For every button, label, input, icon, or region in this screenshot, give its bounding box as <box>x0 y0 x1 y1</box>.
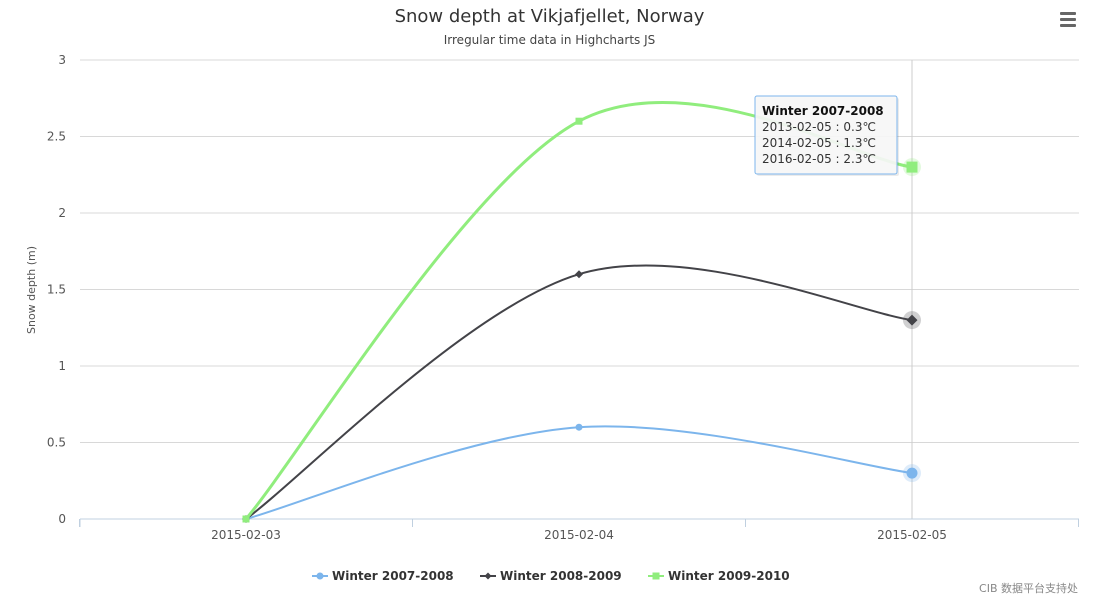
y-axis-title: Snow depth (m) <box>25 246 38 334</box>
legend: Winter 2007-2008 Winter 2008-2009 Winter 2… <box>312 569 790 583</box>
legend-symbol <box>484 572 492 580</box>
legend-item-1[interactable]: Winter 2007-2008 <box>312 569 454 583</box>
hamburger-menu-icon[interactable] <box>1060 11 1076 27</box>
tooltip: Winter 2007-2008 2013-02-05 : 0.3℃ 2014-02… <box>754 95 899 176</box>
x-tick-label: 2015-02-03 <box>211 528 281 542</box>
legend-symbol <box>652 572 660 580</box>
data-point <box>575 117 583 125</box>
series-1 <box>242 423 921 523</box>
tooltip-header: Winter 2007-2008 <box>762 104 884 118</box>
legend-item-3[interactable]: Winter 2009-2010 <box>648 569 790 583</box>
tooltip-line: 2016-02-05 : 2.3℃ <box>762 152 876 166</box>
data-point <box>906 314 918 326</box>
y-tick-label: 2 <box>58 206 66 220</box>
y-tick-label: 1.5 <box>47 283 66 297</box>
tooltip-line: 2013-02-05 : 0.3℃ <box>762 120 876 134</box>
data-point <box>575 423 583 431</box>
y-tick-label: 0.5 <box>47 436 66 450</box>
chart-title: Snow depth at Vikjafjellet, Norway <box>395 6 705 27</box>
legend-label: Winter 2009-2010 <box>668 569 790 583</box>
series-layer <box>242 101 921 523</box>
chart-subtitle: Irregular time data in Highcharts JS <box>444 33 656 47</box>
x-axis: 2015-02-03 2015-02-04 2015-02-05 <box>79 518 1079 542</box>
grid-lines <box>80 59 1079 519</box>
data-point <box>906 161 918 173</box>
tooltip-box <box>754 95 898 175</box>
data-point <box>242 515 250 523</box>
series-line <box>245 264 913 520</box>
legend-label: Winter 2007-2008 <box>332 569 454 583</box>
data-point <box>906 467 918 479</box>
credit-text[interactable]: CIB 数据平台支持处 <box>979 581 1078 595</box>
series-line <box>245 425 913 520</box>
tooltip-line: 2014-02-05 : 1.3℃ <box>762 136 876 150</box>
y-tick-label: 3 <box>58 53 66 67</box>
y-tick-label: 0 <box>58 512 66 526</box>
x-tick-label: 2015-02-05 <box>877 528 947 542</box>
y-tick-label: 2.5 <box>47 130 66 144</box>
data-point <box>575 270 583 279</box>
series-2 <box>242 264 921 523</box>
y-axis: 0 0.5 1 1.5 2 2.5 3 <box>47 53 66 526</box>
legend-item-2[interactable]: Winter 2008-2009 <box>480 569 622 583</box>
x-tick-label: 2015-02-04 <box>544 528 614 542</box>
legend-symbol <box>316 572 324 580</box>
y-tick-label: 1 <box>58 359 66 373</box>
legend-label: Winter 2008-2009 <box>500 569 622 583</box>
